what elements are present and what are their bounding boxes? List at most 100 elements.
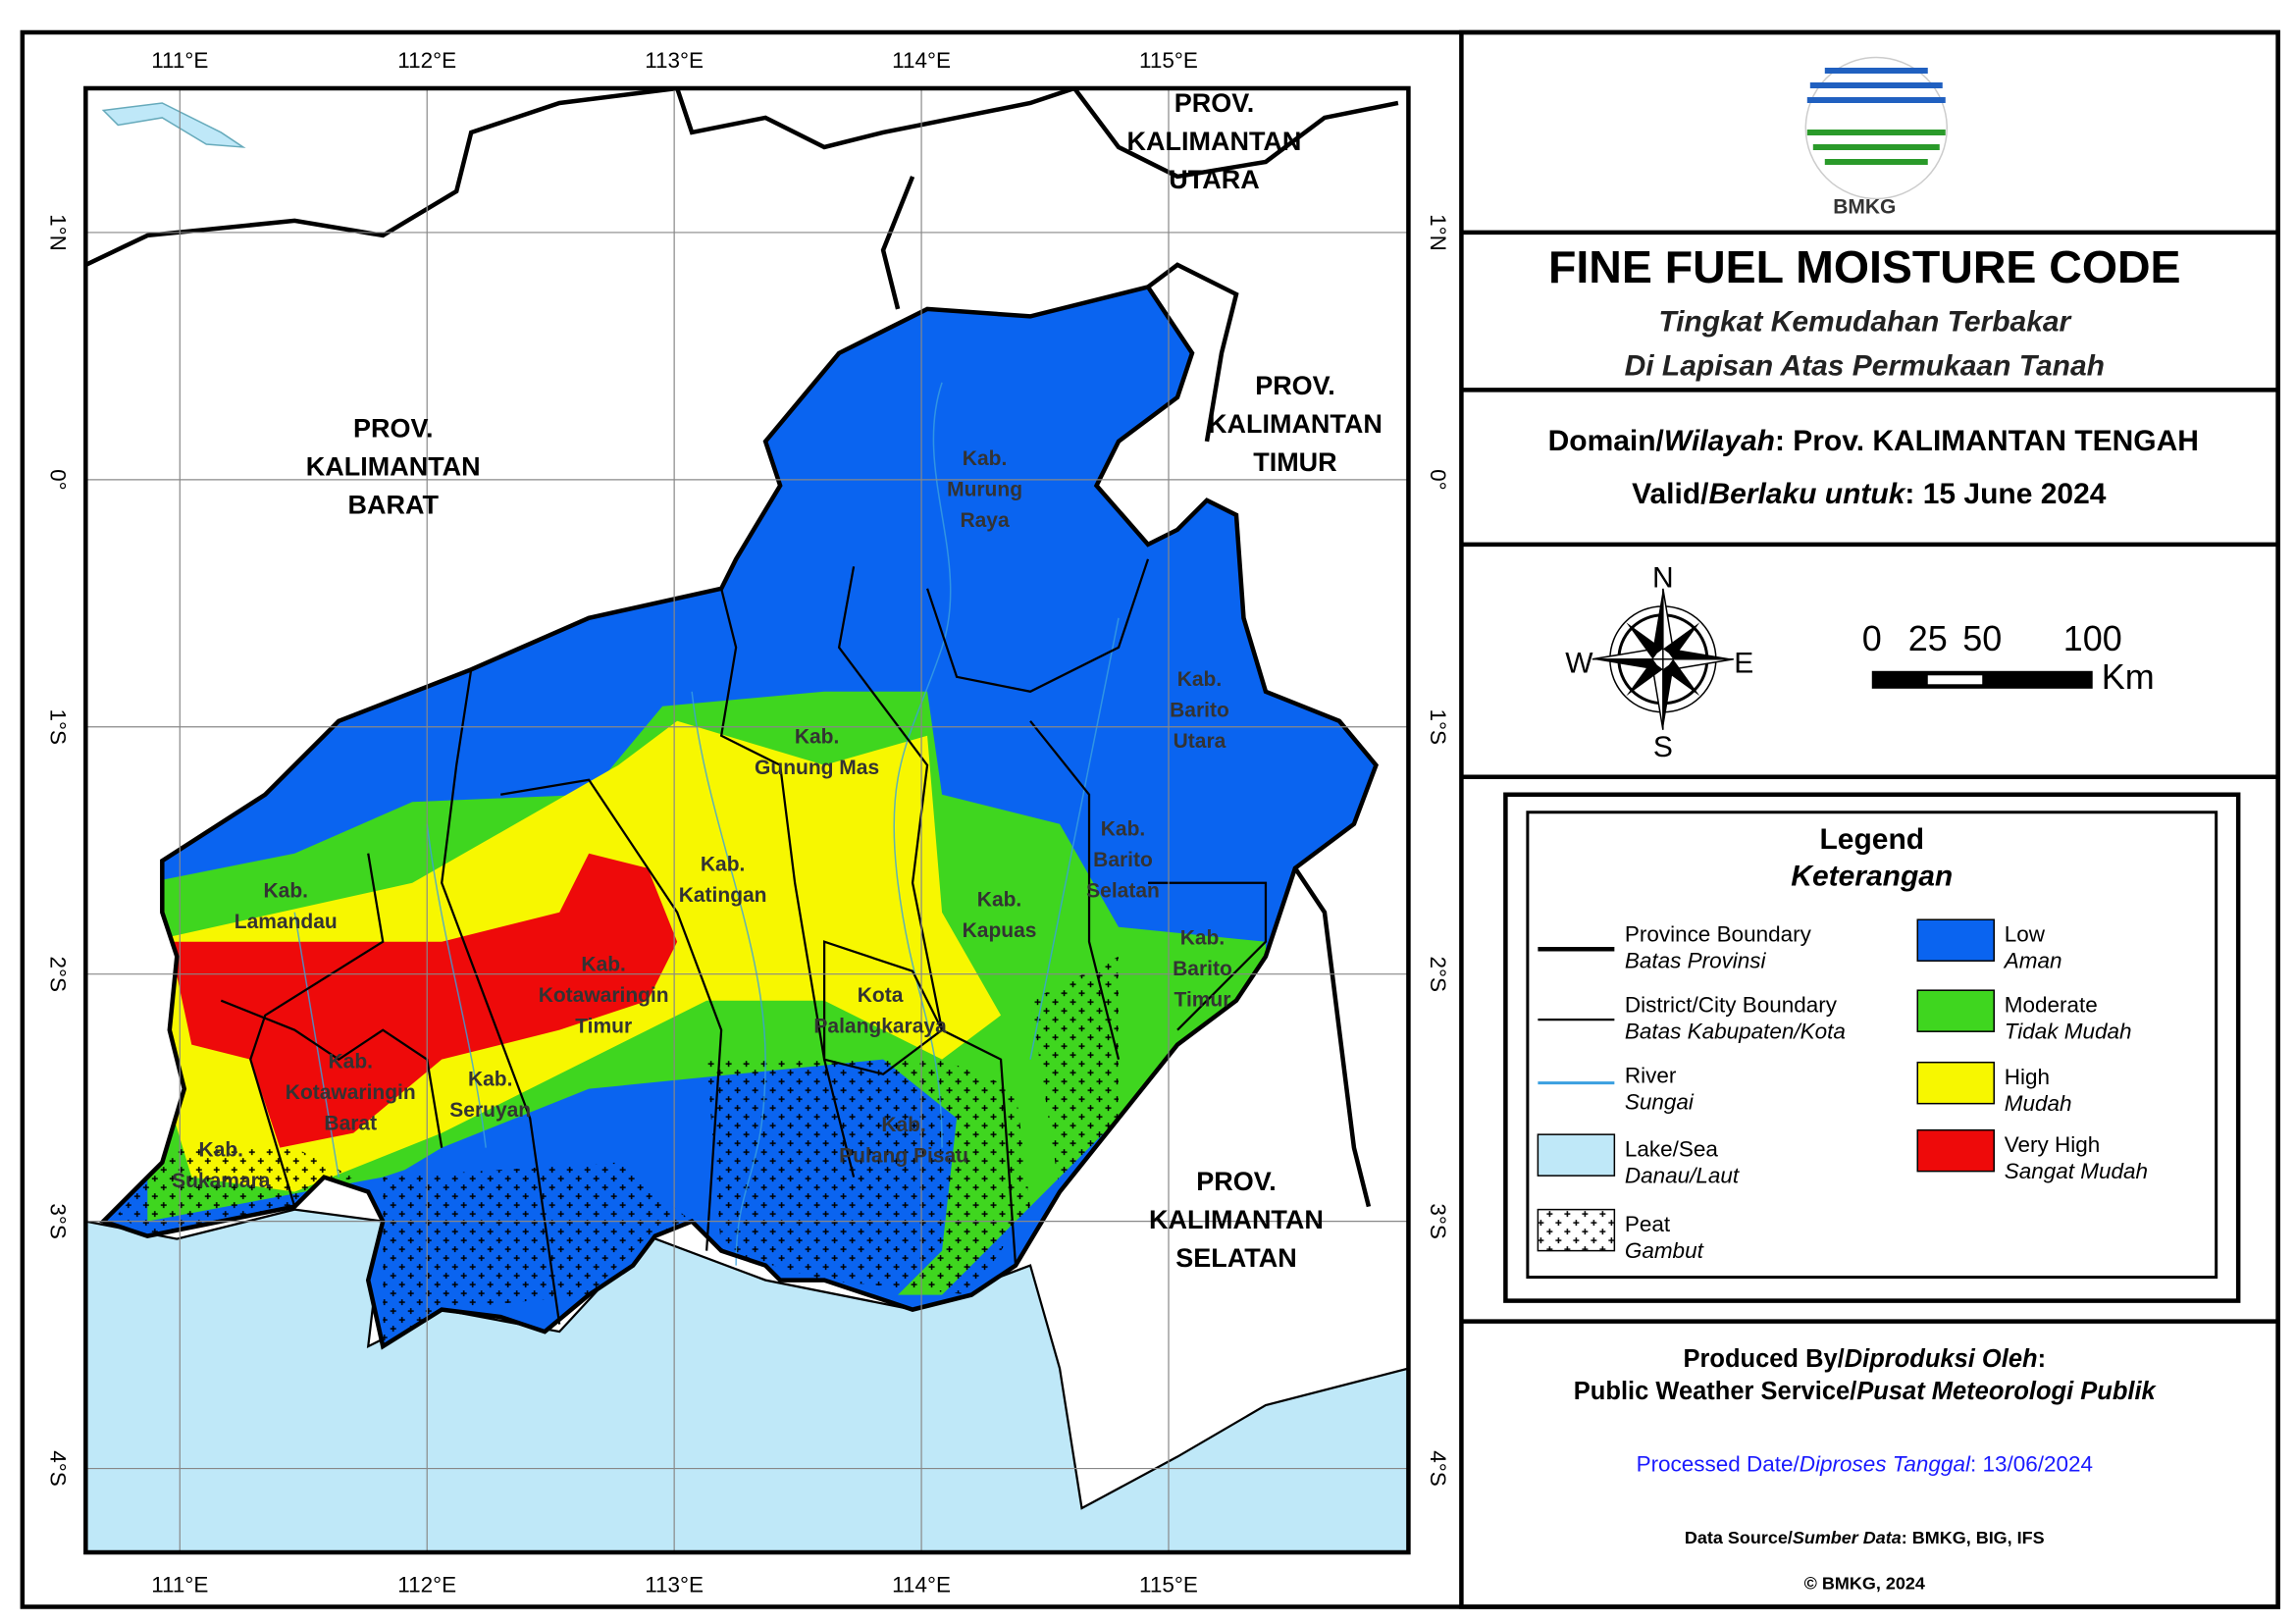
label-line: PROV. — [353, 413, 433, 443]
label-line: Kota — [858, 984, 904, 1007]
label-line: Selatan — [1086, 880, 1160, 903]
path — [1148, 881, 1268, 1031]
domain: Domain/Wilayah: Prov. KALIMANTAN TENGAH — [1548, 425, 2199, 457]
legend-sublabel: Sungai — [1625, 1090, 1695, 1115]
data-source: Data Source/Sumber Data: BMKG, BIG, IFS — [1685, 1528, 2045, 1547]
label-line: Seruyan — [449, 1099, 531, 1122]
label-line: Kotawaringin — [539, 984, 669, 1007]
legend-subtitle: Keterangan — [1791, 861, 1953, 893]
path — [426, 823, 487, 1148]
district-label: Kab. Kapuas — [963, 889, 1037, 942]
path — [118, 956, 1120, 1347]
label-line: Kab. — [881, 1114, 925, 1136]
district-label: Kota Palangkaraya — [813, 984, 947, 1037]
graticule — [85, 87, 1409, 1553]
text: Diproses Tanggal — [1800, 1452, 1971, 1477]
label-line: UTARA — [1169, 165, 1259, 194]
legend-swatch — [1916, 989, 1995, 1032]
label-line: Barito — [1093, 849, 1153, 871]
district-label: Kab. Barito Timur — [1173, 927, 1232, 1012]
district-label: Kab. Kotawaringin Barat — [286, 1051, 416, 1135]
label-line: Kab. — [701, 854, 745, 876]
lat-label: 1°S — [45, 709, 70, 746]
legend-label: High — [2005, 1065, 2050, 1089]
lat-label: 1°N — [45, 214, 70, 251]
path — [1592, 588, 1734, 730]
district-label: Kab. Barito Selatan — [1086, 818, 1160, 903]
province-label: PROV. KALIMANTAN TIMUR — [1208, 371, 1383, 477]
legend-label: Peat — [1625, 1212, 1671, 1236]
legend-title: Legend — [1819, 823, 1924, 856]
bmkg-logo: BMKG — [1804, 56, 1949, 218]
legend-inner — [1526, 811, 2218, 1280]
path — [220, 999, 444, 1148]
label-line: KALIMANTAN — [306, 451, 481, 481]
label-line: Sukamara — [172, 1170, 271, 1192]
path — [1029, 617, 1120, 1060]
compass-s: S — [1653, 731, 1673, 763]
path — [441, 669, 561, 1325]
compass-w: W — [1565, 647, 1593, 679]
path — [1146, 262, 1239, 443]
lon-label: 113°E — [645, 48, 704, 73]
path — [837, 566, 1018, 1266]
lat-label: 0° — [45, 469, 70, 490]
lat-label: 4°S — [45, 1450, 70, 1487]
district-label: Kab. Katingan — [679, 854, 767, 907]
label-line: SELATAN — [1175, 1243, 1296, 1273]
label-line: Kab. — [264, 880, 308, 903]
label-line: Palangkaraya — [813, 1016, 947, 1038]
label-line: Kab. — [329, 1051, 373, 1073]
lon-label: 114°E — [892, 1573, 951, 1597]
legend-sublabel: Mudah — [2005, 1091, 2072, 1116]
text: Domain/ — [1548, 425, 1665, 457]
path — [249, 853, 385, 1207]
legend-label: Very High — [2005, 1132, 2100, 1157]
province-label: PROV. KALIMANTAN BARAT — [306, 413, 481, 519]
g — [293, 382, 1120, 1266]
label-line: Kab. — [468, 1069, 512, 1091]
lon-label: 113°E — [645, 1573, 704, 1597]
text: Produced By/ — [1683, 1345, 1844, 1373]
label-line: PROV. — [1196, 1167, 1276, 1196]
label-line: Barito — [1170, 699, 1229, 721]
legend-label: District/City Boundary — [1625, 993, 1838, 1018]
label-line: KALIMANTAN — [1208, 409, 1383, 439]
district-label: Kab. Lamandau — [235, 880, 338, 933]
label-line: Kab. — [1177, 668, 1222, 691]
panel-dividers — [1461, 230, 2278, 1324]
title: FINE FUEL MOISTURE CODE — [1548, 241, 2181, 292]
legend-sublabel: Gambut — [1625, 1238, 1705, 1263]
text: Valid/ — [1632, 478, 1709, 510]
lat-label: 3°S — [45, 1203, 70, 1239]
legend-label: Lake/Sea — [1625, 1137, 1719, 1162]
lon-label: 115°E — [1139, 48, 1198, 73]
label-line: Kab. — [1101, 818, 1145, 841]
label-line: BARAT — [348, 490, 440, 519]
province-label: PROV. KALIMANTAN SELATAN — [1149, 1167, 1324, 1273]
label-line: Timur — [1174, 989, 1231, 1012]
label-line: TIMUR — [1253, 447, 1336, 477]
text: Diproduksi Oleh — [1845, 1345, 2038, 1373]
side-panel — [1459, 29, 2280, 1609]
g — [85, 87, 1399, 1208]
produced-by: Produced By/Diproduksi Oleh: — [1683, 1345, 2046, 1373]
lat-label: 2°S — [1426, 956, 1450, 992]
label-line: Kotawaringin — [286, 1081, 416, 1104]
scale-label: 25 — [1908, 618, 1948, 658]
label-line: KALIMANTAN — [1149, 1205, 1324, 1234]
rect — [1927, 675, 1983, 685]
path — [1626, 622, 1700, 697]
text: : 13/06/2024 — [1970, 1452, 2093, 1477]
copyright: © BMKG, 2024 — [1804, 1574, 1925, 1594]
text: : — [2038, 1345, 2046, 1373]
compass-n: N — [1652, 561, 1674, 594]
scale-unit: Km — [2102, 656, 2155, 697]
path — [500, 778, 723, 1251]
lon-label: 111°E — [151, 1573, 208, 1597]
lat-label: 1°S — [1426, 709, 1450, 746]
legend-frame — [1503, 792, 2241, 1303]
label-line: Pulang Pisau — [839, 1145, 968, 1168]
